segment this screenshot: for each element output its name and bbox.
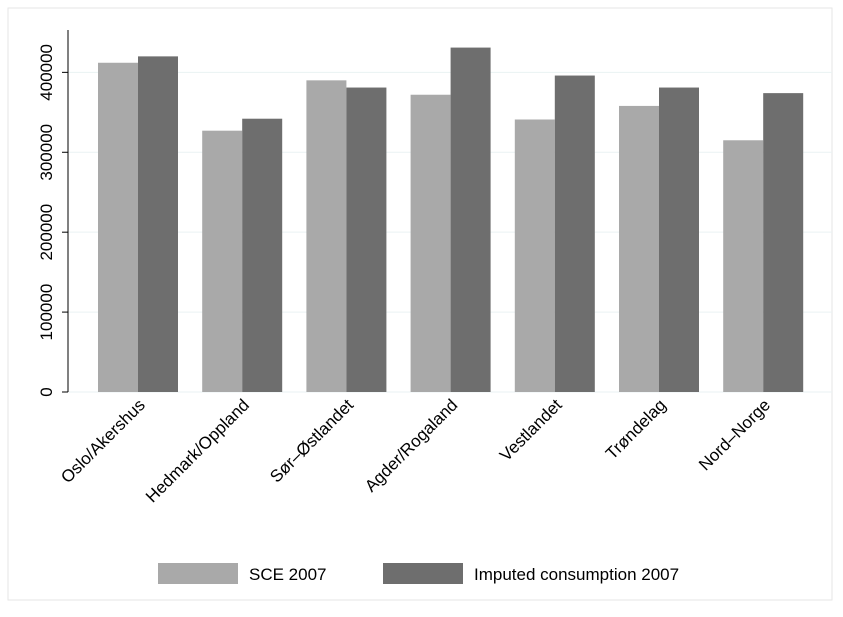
legend-swatch	[158, 563, 238, 584]
bar	[98, 62, 138, 393]
y-tick-label: 100000	[37, 284, 56, 341]
legend-label: Imputed consumption 2007	[474, 565, 679, 584]
bar	[619, 105, 659, 393]
y-tick-label: 200000	[37, 204, 56, 261]
y-tick-label: 0	[37, 387, 56, 396]
bar	[450, 47, 491, 393]
bar	[346, 87, 387, 392]
y-tick-label: 300000	[37, 124, 56, 181]
bar	[202, 130, 243, 393]
bar	[723, 140, 764, 392]
bar	[410, 94, 451, 392]
bar	[514, 119, 555, 393]
bar	[306, 80, 347, 393]
y-tick-label: 400000	[37, 44, 56, 101]
bar	[242, 118, 283, 392]
bar	[763, 93, 804, 392]
legend-label: SCE 2007	[249, 565, 327, 584]
bar	[138, 56, 178, 393]
bar	[554, 75, 595, 392]
legend-swatch	[383, 563, 463, 584]
bar	[659, 87, 699, 392]
